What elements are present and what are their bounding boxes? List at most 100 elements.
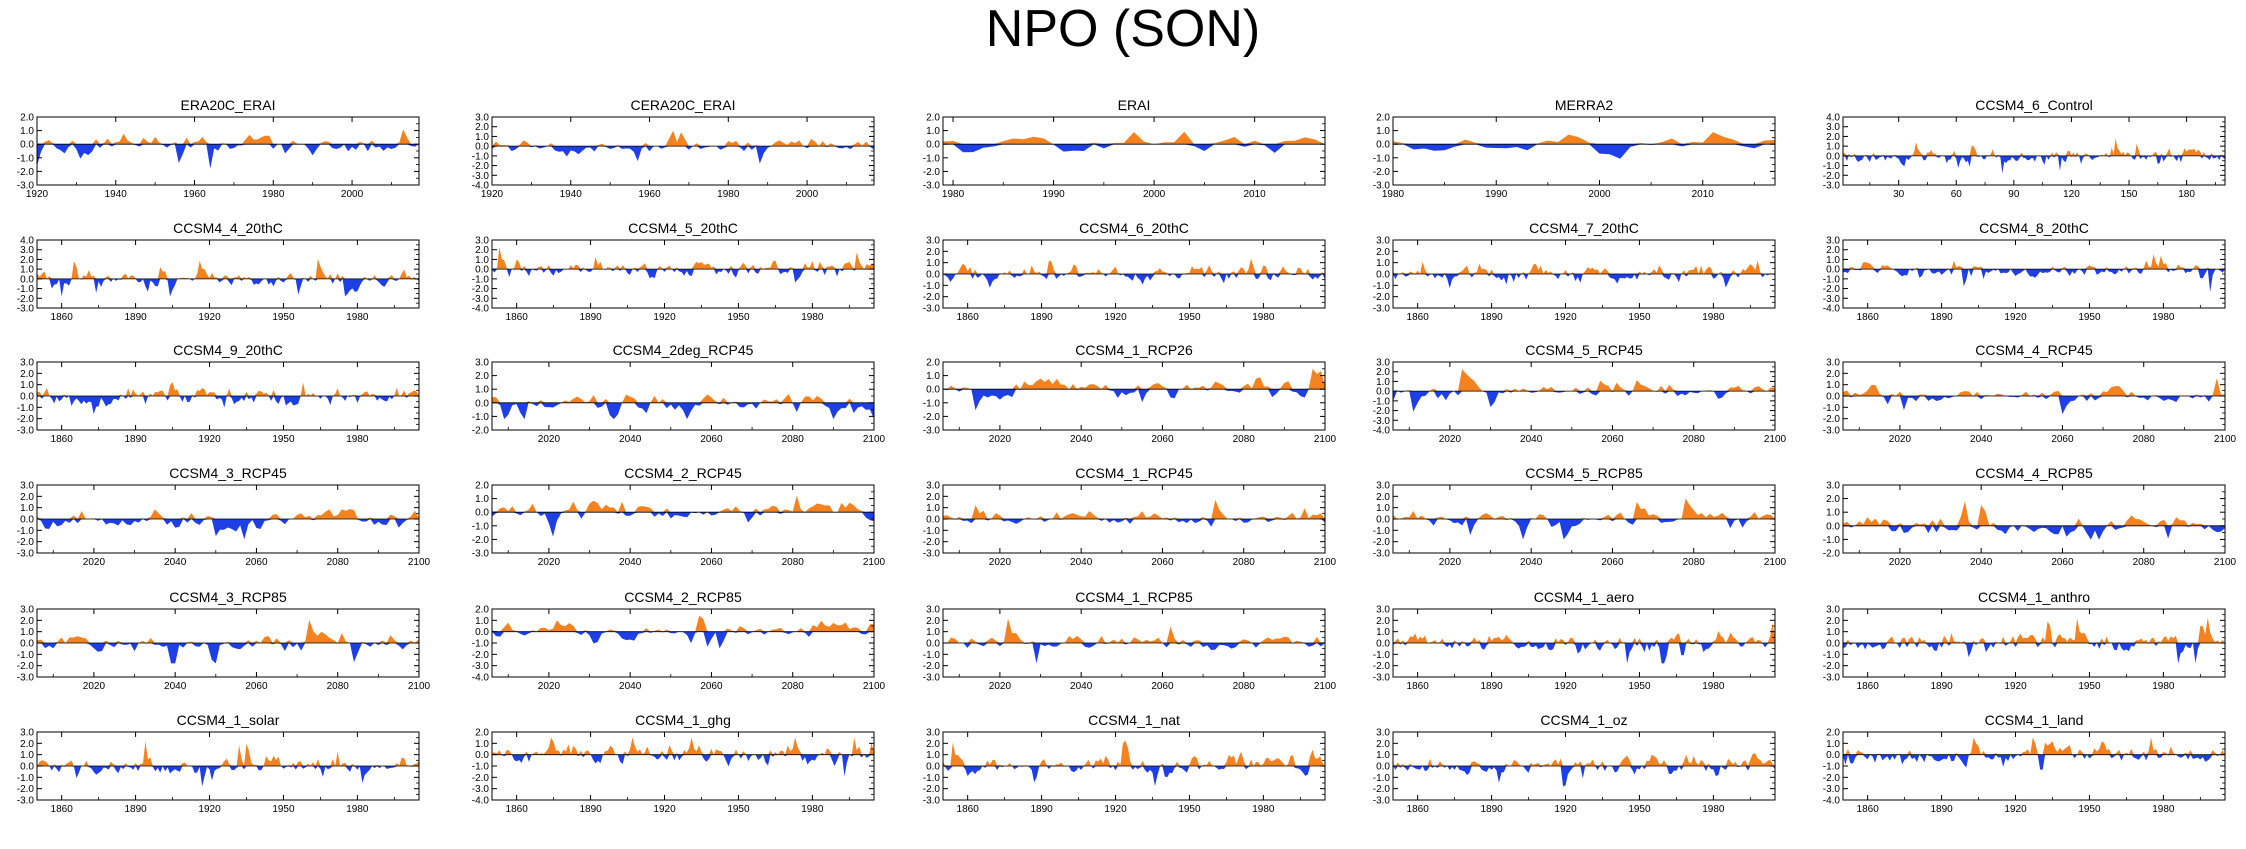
panel-ccsm4-8-20thc: CCSM4_8_20thC 3.02.01.00.0-1.0-2.0-3.0-4.… [1823,220,2226,323]
y-tick-label: 3.0 [20,605,34,616]
positive-area [943,131,1325,145]
negative-area [1393,391,1775,412]
x-tick-label: 2010 [1244,189,1267,200]
x-tick-label: 1920 [2004,681,2027,692]
negative-area [1843,269,2225,292]
x-tick-label: 2100 [1314,557,1337,568]
plot-frame [1842,116,2226,186]
positive-area [37,619,419,643]
y-tick-label: -3.0 [1373,796,1391,807]
y-tick-label: -3.0 [1823,294,1841,305]
x-tick-label: 1950 [272,312,295,323]
x-tick-label: 2040 [619,557,642,568]
positive-area [1843,254,2225,270]
y-tick-label: 2.0 [926,358,940,369]
y-tick-label: -2.0 [923,292,941,303]
x-tick-label: 1890 [1030,312,1053,323]
positive-area [1393,622,1775,643]
negative-area [492,512,874,537]
panel-title: CCSM4_2_RCP45 [624,465,742,481]
x-tick-label: 1950 [272,434,295,445]
x-tick-label: 1980 [2152,312,2175,323]
x-tick-label: 2020 [83,681,106,692]
y-tick-label: -3.0 [923,673,941,684]
y-tick-label: 0.0 [20,140,34,151]
y-tick-label: 0.0 [475,627,489,638]
x-tick-label: 2000 [1143,189,1166,200]
plot-frame [942,116,1326,186]
y-tick-label: -3.0 [472,784,490,795]
y-tick-label: -3.0 [17,796,35,807]
y-tick-label: 1.0 [1826,627,1840,638]
x-tick-label: 1940 [560,189,583,200]
y-tick-label: -1.0 [17,403,35,414]
x-tick-label: 2020 [83,557,106,568]
y-tick-label: -1.0 [923,398,941,409]
y-tick-label: -3.0 [1373,304,1391,315]
y-tick-label: 1.0 [20,750,34,761]
negative-area [1393,519,1775,540]
y-tick-label: 0.0 [475,142,489,153]
x-tick-label: 2100 [863,557,886,568]
positive-area [943,258,1325,274]
x-tick-label: 2100 [863,681,886,692]
positive-area [492,394,874,403]
y-tick-label: -1.0 [472,639,490,650]
x-tick-label: 1950 [1178,312,1201,323]
y-tick-label: -4.0 [472,796,490,807]
x-tick-label: 2040 [619,681,642,692]
positive-area [1393,369,1775,392]
panel-ccsm4-1-solar: CCSM4_1_solar 3.02.01.00.0-1.0-2.0-3.0 186… [17,712,420,815]
y-tick-label: 2.0 [1376,492,1390,503]
positive-area [492,247,874,270]
x-tick-label: 1980 [346,804,369,815]
y-tick-label: -3.0 [923,549,941,560]
y-tick-label: -2.0 [923,661,941,672]
negative-area [943,389,1325,411]
y-tick-label: -2.0 [1823,661,1841,672]
x-tick-label: 2100 [408,681,431,692]
panel-ccsm4-2-rcp45: CCSM4_2_RCP45 2.0 1.0 0.0 -1.0 -2.0 -3.0 2020 20… [472,465,886,568]
y-tick-label: -2.0 [1823,414,1841,425]
x-tick-label: 1920 [26,189,49,200]
y-tick-label: -3.0 [1823,784,1841,795]
y-tick-label: -2.0 [1373,537,1391,548]
y-tick-label: -3.0 [472,549,490,560]
x-tick-label: 1920 [653,312,676,323]
y-tick-label: 0.0 [1376,270,1390,281]
x-tick-label: 1990 [1042,189,1065,200]
y-tick-label: -2.0 [923,537,941,548]
x-tick-label: 1920 [198,804,221,815]
x-tick-label: 1920 [1554,804,1577,815]
y-tick-label: -2.0 [1823,549,1841,560]
panel-title: CCSM4_4_RCP45 [1975,342,2093,358]
y-tick-label: -1.0 [1823,161,1841,172]
y-tick-label: -1.0 [472,412,490,423]
panel-title: CCSM4_1_RCP45 [1075,465,1193,481]
x-tick-label: 1860 [957,804,980,815]
panel-ccsm4-6-control: CCSM4_6_Control 4.03.02.01.00.0-1.0-2.0-3… [1823,97,2226,200]
x-tick-label: 2080 [1233,681,1256,692]
x-tick-label: 2060 [700,434,723,445]
y-tick-label: -1.0 [472,762,490,773]
panel-title: CCSM4_1_solar [177,712,280,728]
y-tick-label: -2.0 [17,661,35,672]
x-tick-label: 1980 [1382,189,1405,200]
x-tick-label: 1860 [506,312,529,323]
panel-cera20c-erai: CERA20C_ERAI 3.02.01.00.0-1.0-2.0-3.0-4.0… [472,97,875,200]
x-tick-label: 2040 [1070,681,1093,692]
y-tick-label: 3.0 [926,605,940,616]
negative-area [943,519,1325,527]
y-tick-label: 2.0 [20,369,34,380]
positive-area [1843,138,2225,156]
x-tick-label: 2080 [1683,557,1706,568]
x-tick-label: 1890 [1930,804,1953,815]
y-tick-label: -1.0 [472,274,490,285]
y-tick-label: -3.0 [472,661,490,672]
x-tick-label: 2020 [538,681,561,692]
y-tick-label: 1.0 [20,503,34,514]
y-tick-label: -3.0 [923,426,941,437]
positive-area [492,615,874,632]
positive-area [1393,498,1775,519]
